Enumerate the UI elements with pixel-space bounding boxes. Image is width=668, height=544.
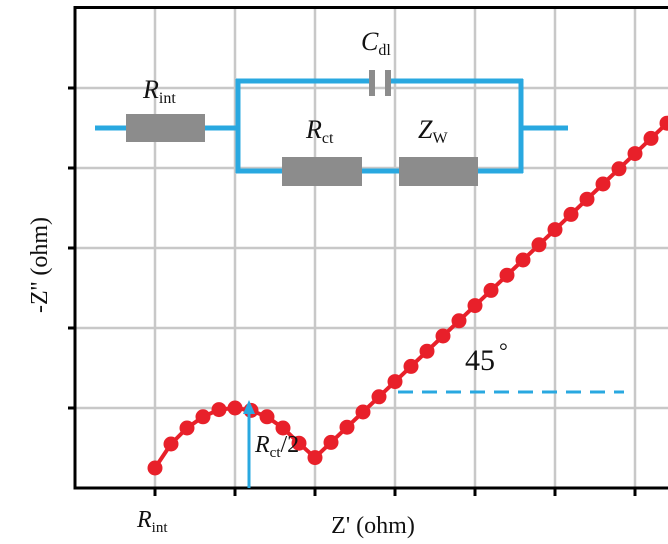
data-point xyxy=(579,191,595,207)
angle-value: 45 xyxy=(465,344,495,377)
data-point xyxy=(643,130,659,146)
data-point xyxy=(515,252,531,268)
y-axis-title: -Z'' (ohm) xyxy=(27,217,53,313)
r-ct-half-label-sub: ct xyxy=(270,445,282,461)
data-point xyxy=(307,450,323,466)
data-point xyxy=(387,374,403,390)
r-ct-half-label: Rct/2 xyxy=(254,432,299,461)
data-point xyxy=(339,419,355,435)
c-dl-label-sub: dl xyxy=(378,42,391,59)
grid-lines xyxy=(75,8,668,488)
data-point xyxy=(195,409,211,425)
data-point xyxy=(451,313,467,329)
equivalent-circuit-inset: Rint Cdl Rct ZW xyxy=(95,27,568,186)
data-point xyxy=(323,434,339,450)
z-w-label: ZW xyxy=(418,115,448,147)
data-point xyxy=(291,435,307,451)
data-point xyxy=(371,389,387,405)
x-tick-label-r-int: Rint xyxy=(136,507,168,536)
x-tick-label-main: R xyxy=(136,507,152,533)
data-point xyxy=(595,176,611,192)
c-dl-label-main: C xyxy=(361,27,379,56)
data-point xyxy=(659,115,668,131)
data-point xyxy=(355,404,371,420)
data-point xyxy=(211,402,227,418)
c-dl-capacitor-plate-left xyxy=(369,70,375,96)
data-point xyxy=(563,206,579,222)
z-w-label-main: Z xyxy=(418,115,433,144)
data-point xyxy=(627,146,643,162)
impedance-series xyxy=(147,115,668,476)
r-ct-label-sub: ct xyxy=(322,130,334,147)
axis-ticks xyxy=(68,86,637,496)
x-tick-label-sub: int xyxy=(152,520,169,536)
data-point xyxy=(531,237,547,253)
r-ct-label: Rct xyxy=(305,115,334,147)
warburg-element xyxy=(399,157,478,186)
data-point xyxy=(499,267,515,283)
r-ct-label-main: R xyxy=(305,115,322,144)
data-point xyxy=(611,161,627,177)
angle-label: 45 ° xyxy=(465,338,508,377)
annotations: Rct/2 45 ° xyxy=(243,338,624,488)
data-point xyxy=(547,222,563,238)
data-point xyxy=(403,358,419,374)
data-point xyxy=(419,343,435,359)
x-axis-title: Z' (ohm) xyxy=(331,513,415,539)
data-point xyxy=(163,436,179,452)
r-int-label: Rint xyxy=(142,75,176,107)
data-point xyxy=(259,409,275,425)
data-point xyxy=(227,400,243,416)
z-w-label-sub: W xyxy=(432,130,448,147)
r-ct-half-arrow-head xyxy=(243,400,255,414)
r-int-label-sub: int xyxy=(159,90,176,107)
data-point xyxy=(467,298,483,314)
data-point xyxy=(275,420,291,436)
c-dl-capacitor-plate-right xyxy=(385,70,391,96)
r-ct-resistor xyxy=(282,157,362,186)
data-point xyxy=(179,420,195,436)
r-int-label-main: R xyxy=(142,75,159,104)
r-ct-half-label-main: R xyxy=(254,432,270,458)
degree-symbol: ° xyxy=(499,338,508,363)
data-point xyxy=(147,460,163,476)
r-ct-half-label-tail: /2 xyxy=(281,432,300,458)
c-dl-label: Cdl xyxy=(361,27,391,59)
data-point xyxy=(483,282,499,298)
data-point xyxy=(435,328,451,344)
r-int-resistor xyxy=(126,114,205,142)
